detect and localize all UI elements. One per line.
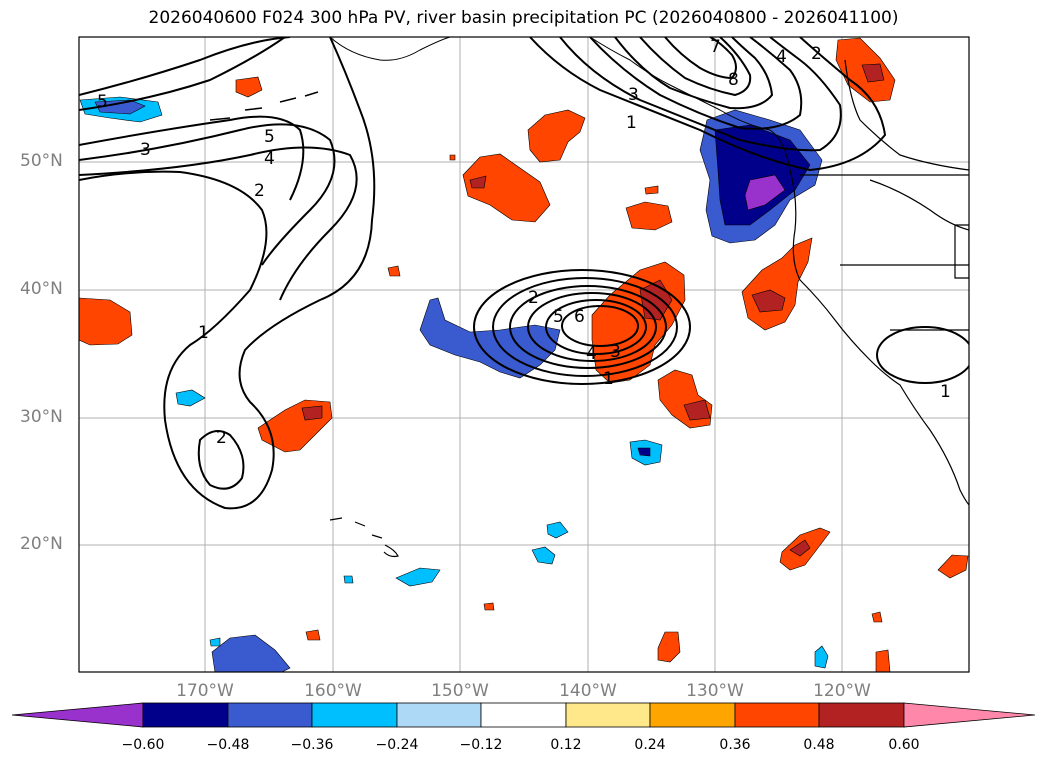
colorbar-tick-label: 0.48 <box>803 737 835 753</box>
colorbar-extend-high <box>903 702 1036 728</box>
colorbar <box>11 702 1036 728</box>
contour-label: 3 <box>140 140 151 160</box>
colorbar-tick-label: 0.12 <box>550 737 582 753</box>
lon-label: 140°W <box>559 681 617 701</box>
colorbar-segment <box>565 702 651 728</box>
colorbar-segment <box>734 702 820 728</box>
colorbar-segment <box>311 702 398 728</box>
contour-label: 2 <box>811 44 822 64</box>
lat-label: 30°N <box>20 407 63 427</box>
contour-label: 2 <box>216 428 227 448</box>
contour-label: 1 <box>198 323 209 343</box>
contour-label: 1 <box>940 382 951 402</box>
contour-label: 7 <box>710 37 721 57</box>
coastlines <box>209 37 969 558</box>
contour-label: 2 <box>528 288 539 308</box>
lat-label: 20°N <box>20 534 63 554</box>
lon-label: 150°W <box>431 681 489 701</box>
colorbar-segment <box>649 702 736 728</box>
lon-label: 130°W <box>686 681 744 701</box>
contour-label: 4 <box>264 149 275 169</box>
colorbar-tick-label: 0.60 <box>888 737 920 753</box>
colorbar-extend-low <box>11 702 144 728</box>
colorbar-tick-label: 0.36 <box>719 737 751 753</box>
colorbar-tick-label: −0.36 <box>290 737 334 753</box>
colorbar-segment <box>142 702 229 728</box>
contour-label: 4 <box>776 47 787 67</box>
pv-contours <box>79 37 969 510</box>
contour-label: 1 <box>626 113 637 133</box>
map-frame <box>78 36 970 673</box>
lat-label: 50°N <box>20 151 63 171</box>
figure-title: 2026040600 F024 300 hPa PV, river basin … <box>148 8 899 28</box>
contour-label: 3 <box>610 342 621 362</box>
colorbar-tick-label: −0.12 <box>459 737 503 753</box>
contour-label: 2 <box>254 181 265 201</box>
colorbar-tick-label: −0.24 <box>375 737 419 753</box>
lon-label: 120°W <box>813 681 871 701</box>
colorbar-tick-label: −0.60 <box>121 737 165 753</box>
contour-label: 3 <box>628 85 639 105</box>
contour-labels: 5 3 5 4 2 1 2 2 5 6 4 3 1 3 1 7 8 4 2 1 <box>97 37 951 448</box>
colorbar-segment <box>818 702 905 728</box>
colorbar-segment <box>396 702 482 728</box>
colorbar-tick-label: 0.24 <box>634 737 666 753</box>
contour-label: 4 <box>586 344 597 364</box>
lon-label: 160°W <box>304 681 362 701</box>
contour-label: 8 <box>728 70 739 90</box>
contour-label: 5 <box>97 92 108 112</box>
colorbar-segment <box>480 702 567 728</box>
lon-label: 170°W <box>176 681 234 701</box>
contour-label: 1 <box>603 369 614 389</box>
contour-label: 6 <box>574 307 585 327</box>
contour-label: 5 <box>553 307 564 327</box>
colorbar-segment <box>227 702 313 728</box>
contour-label: 5 <box>264 127 275 147</box>
colorbar-tick-label: −0.48 <box>206 737 250 753</box>
lat-label: 40°N <box>20 279 63 299</box>
